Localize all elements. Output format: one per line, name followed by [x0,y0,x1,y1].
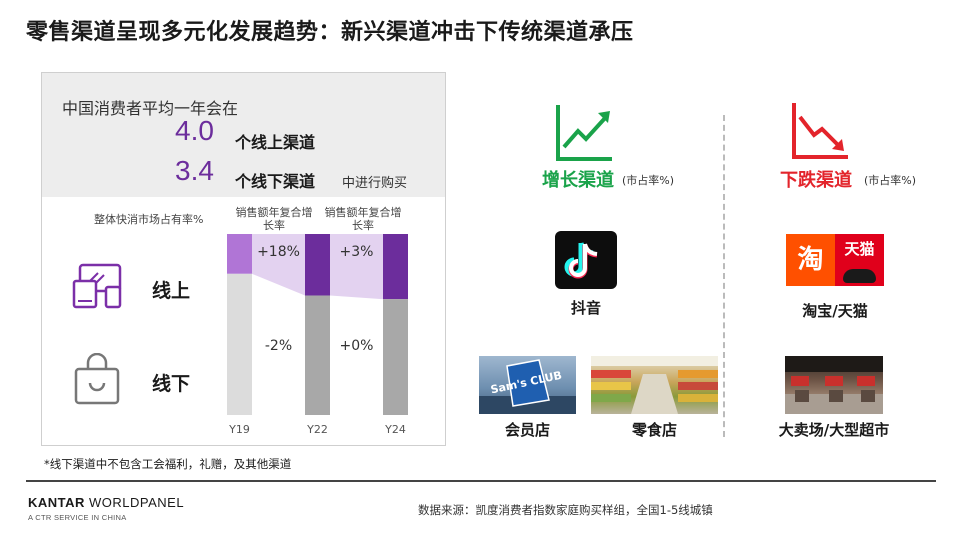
data-source-note: 数据来源：凯度消费者指数家庭购买样组，全国1-5线城镇 [418,503,713,517]
tmall-logo-mark: 天猫 [835,234,884,286]
snack-store-photo [591,356,718,414]
hypermarket-caption: 大卖场/大型超市 [778,421,890,439]
cagr-label-1: 销售额年复合增长率 [235,206,313,232]
growth-channels-note: (市占率%) [622,174,675,187]
kantar-logo: KANTAR WORLDPANEL [28,495,184,510]
trend-up-icon [554,103,614,163]
snack-store-caption: 零食店 [631,421,677,439]
offline-row-label: 线下 [152,373,191,395]
tmall-cat-icon [843,269,876,283]
sams-club-photo: Sam's CLUB [479,356,576,414]
shopping-bag-icon [72,352,122,405]
cagr-label-2: 销售额年复合增长率 [324,206,402,232]
hypermarket-photo [785,356,883,414]
membership-store-caption: 会员店 [504,421,550,439]
logo-main-bold: KANTAR [28,495,85,510]
panel-header: 中国消费者平均一年会在 4.0 个线上渠道 3.4 个线下渠道 中进行购买 [42,73,445,197]
offline-channel-count: 3.4 [175,155,214,186]
tiktok-caption: 抖音 [570,299,601,317]
taobao-tmall-caption: 淘宝/天猫 [802,302,868,320]
footnote: *线下渠道中不包含工会福利，礼赠，及其他渠道 [44,457,292,471]
declining-channels-title: 下跌渠道 [780,170,852,191]
offline-channel-label: 个线下渠道 [235,172,316,191]
header-intro-text: 中国消费者平均一年会在 [62,99,239,118]
taobao-tmall-logo: 淘 天猫 [786,234,884,286]
online-devices-icon [72,263,124,309]
declining-channels-note: (市占率%) [864,174,917,187]
market-share-label: 整体快消市场占有率% [94,213,204,226]
header-suffix-text: 中进行购买 [342,176,408,191]
online-channel-label: 个线上渠道 [235,133,316,152]
tiktok-logo [555,231,617,289]
logo-subtitle: A CTR SERVICE IN CHINA [28,513,127,522]
group-divider [723,115,725,437]
footer-rule [26,480,936,482]
growth-channels-title: 增长渠道 [542,170,614,191]
online-channel-count: 4.0 [175,115,214,146]
tmall-logo-text: 天猫 [844,240,875,258]
online-row-label: 线上 [152,280,191,302]
taobao-logo-mark: 淘 [786,234,835,286]
page-title: 零售渠道呈现多元化发展趋势：新兴渠道冲击下传统渠道承压 [26,20,634,45]
logo-main-rest: WORLDPANEL [84,495,185,510]
channel-summary-panel: 中国消费者平均一年会在 4.0 个线上渠道 3.4 个线下渠道 中进行购买 整体… [41,72,446,446]
trend-down-icon [790,101,850,161]
